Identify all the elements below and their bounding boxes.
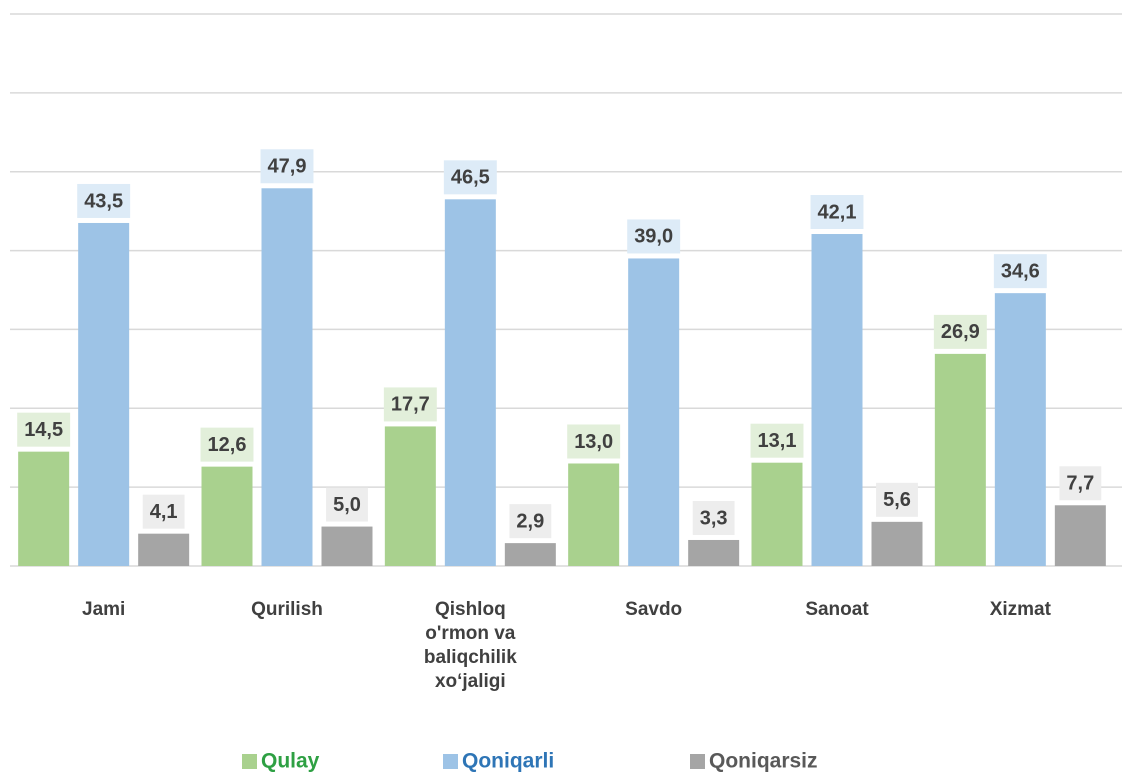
bar	[138, 533, 190, 566]
value-label: 17,7	[391, 394, 430, 416]
bar	[78, 222, 130, 566]
value-label-box	[260, 149, 314, 184]
value-label-box	[77, 183, 131, 218]
value-label: 46,5	[451, 167, 490, 189]
value-label: 43,5	[84, 190, 123, 212]
x-tick-label: Jami	[82, 599, 125, 620]
value-label-box	[993, 254, 1047, 289]
x-tick-label: Qishloq o'rmon va baliqchilik xo‘jaligi	[424, 599, 517, 692]
legend-label: Qulay	[261, 750, 320, 773]
value-label: 13,0	[574, 431, 613, 453]
bar	[504, 543, 556, 566]
value-label-box	[876, 482, 918, 517]
bar	[628, 258, 680, 566]
legend-swatch	[242, 754, 257, 769]
bar	[934, 353, 986, 566]
x-tick-label: Qurilish	[251, 599, 323, 620]
bar	[994, 293, 1046, 566]
value-label-box	[567, 424, 621, 459]
bar	[568, 463, 620, 566]
legend-label: Qoniqarli	[462, 750, 554, 773]
legend-swatch	[690, 754, 705, 769]
value-label-box	[326, 487, 368, 522]
bar	[871, 521, 923, 566]
value-label-box	[933, 314, 987, 349]
value-label: 5,6	[883, 489, 911, 511]
value-label: 42,1	[818, 201, 857, 223]
value-label: 7,7	[1066, 473, 1094, 495]
bar	[384, 426, 436, 566]
value-label-box	[383, 387, 437, 422]
value-label: 26,9	[941, 321, 980, 343]
value-label: 13,1	[758, 430, 797, 452]
bar	[321, 526, 373, 566]
value-label-box	[142, 494, 185, 529]
value-label-box	[1059, 466, 1102, 501]
value-label-box	[17, 412, 71, 447]
bar	[201, 466, 253, 566]
legend-label: Qoniqarsiz	[709, 750, 818, 773]
value-label-box	[810, 195, 864, 230]
value-label: 5,0	[333, 494, 361, 516]
value-label: 4,1	[150, 501, 178, 523]
bar	[688, 539, 740, 566]
bar	[18, 451, 70, 566]
value-label-box	[692, 500, 735, 535]
value-label-box	[627, 219, 681, 254]
bar	[811, 234, 863, 567]
bar	[751, 462, 803, 566]
value-label-box	[509, 504, 552, 539]
value-label: 34,6	[1001, 260, 1040, 282]
value-label-box	[200, 427, 254, 462]
x-tick-label: Xizmat	[990, 599, 1052, 620]
bar	[261, 188, 313, 566]
value-label-box	[750, 423, 804, 458]
x-tick-label: Sanoat	[805, 599, 869, 620]
value-label-box	[443, 160, 497, 195]
value-label: 2,9	[516, 510, 544, 532]
x-tick-label: Savdo	[625, 599, 682, 620]
bar	[444, 199, 496, 567]
value-label: 14,5	[24, 419, 63, 441]
legend-swatch	[443, 754, 458, 769]
value-label: 47,9	[268, 156, 307, 178]
bar	[1054, 505, 1106, 566]
value-label: 39,0	[634, 226, 673, 248]
value-label: 12,6	[208, 434, 247, 456]
value-label: 3,3	[700, 507, 728, 529]
